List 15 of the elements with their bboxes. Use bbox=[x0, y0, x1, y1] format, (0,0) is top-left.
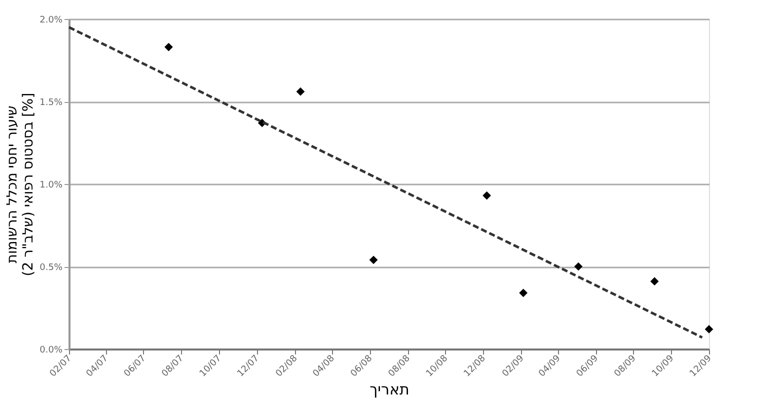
y-tick-label: 1.5% bbox=[40, 98, 63, 108]
point bbox=[519, 288, 528, 298]
point bbox=[369, 256, 378, 264]
point bbox=[482, 191, 491, 200]
y-tick-label: 0.5% bbox=[40, 263, 63, 273]
y-axis-title: שיעור יחסי מכלל הרשומות בסטטוס רפואי (שלב"ר 2) [%] bbox=[4, 92, 37, 276]
point bbox=[650, 277, 659, 286]
point bbox=[574, 262, 583, 271]
point bbox=[296, 87, 305, 96]
y-tick-label: 2.0% bbox=[40, 16, 63, 26]
y-tick-label: 1.0% bbox=[40, 180, 63, 190]
x-axis-title: תאריך bbox=[370, 380, 410, 398]
point bbox=[704, 325, 714, 334]
point bbox=[164, 42, 173, 52]
y-tick-label: 0.0% bbox=[40, 346, 63, 356]
